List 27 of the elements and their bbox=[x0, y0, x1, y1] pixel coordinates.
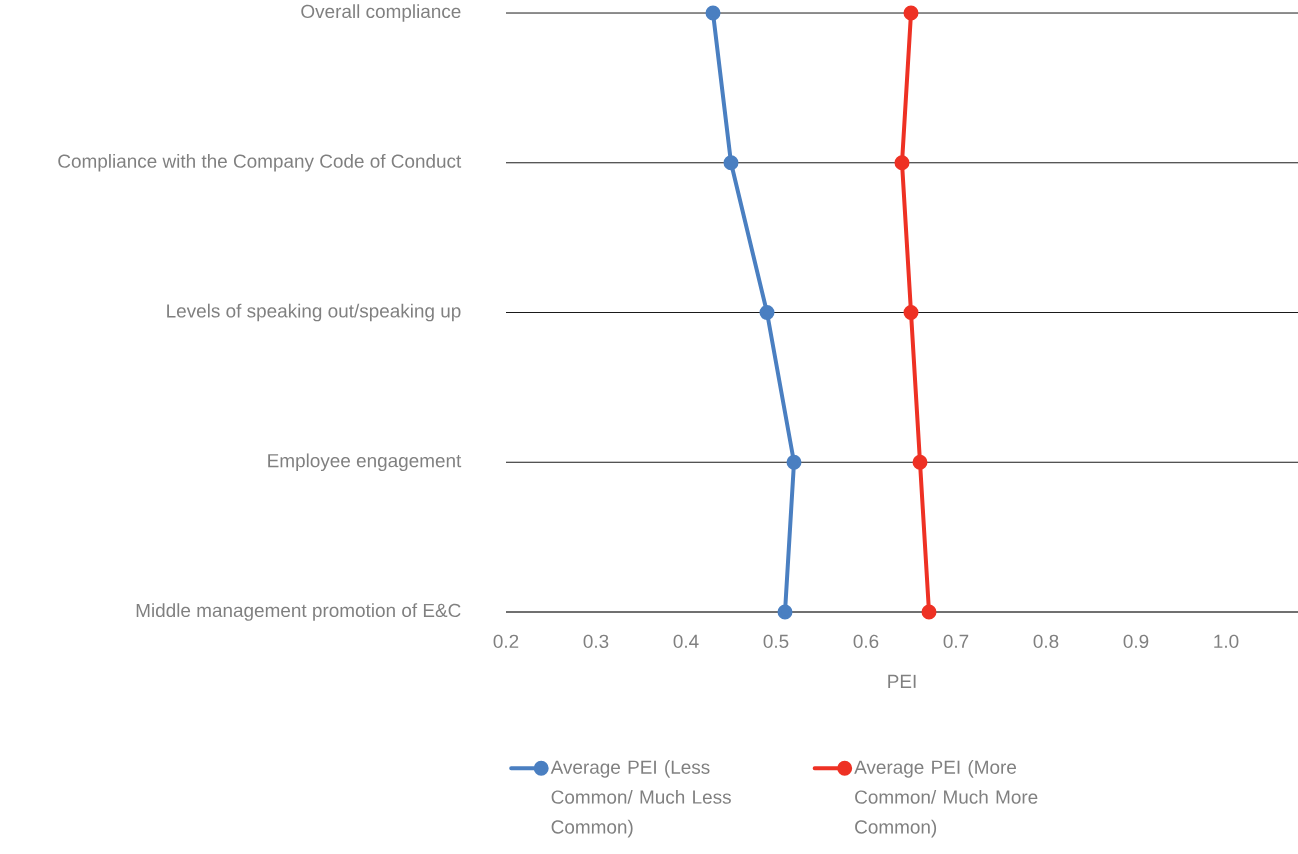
x-tick-label: 0.5 bbox=[763, 634, 789, 649]
x-tick-label: 0.4 bbox=[673, 634, 699, 649]
point bbox=[903, 305, 919, 321]
x-tick-label: 0.8 bbox=[1033, 634, 1059, 649]
x-tick-label: 0.9 bbox=[1123, 634, 1149, 649]
point bbox=[759, 305, 775, 321]
x-axis-title: PEI bbox=[888, 674, 916, 688]
x-tick-label: 0.7 bbox=[943, 634, 969, 649]
x-tick-label: 0.6 bbox=[853, 634, 879, 649]
x-tick-label: 1.0 bbox=[1214, 634, 1239, 649]
point bbox=[903, 5, 919, 21]
y-tick-label: Overall compliance bbox=[301, 4, 461, 22]
x-tick-label: 0.2 bbox=[493, 634, 519, 649]
legend-label: Average PEI (Less Common/ Much Less Common) bbox=[550, 760, 731, 838]
y-tick-label: Middle management promotion of E&C bbox=[136, 603, 461, 621]
point bbox=[912, 454, 928, 470]
point bbox=[786, 454, 802, 470]
point bbox=[723, 155, 739, 171]
x-tick-label: 0.3 bbox=[583, 634, 609, 649]
point bbox=[921, 604, 937, 620]
point bbox=[777, 604, 793, 620]
point bbox=[894, 155, 910, 171]
y-tick-label: Employee engagement bbox=[268, 453, 462, 472]
y-tick-label: Levels of speaking out/speaking up bbox=[167, 303, 461, 322]
point bbox=[705, 5, 721, 21]
legend-label: Average PEI (More Common/ Much More Common) bbox=[854, 760, 1038, 838]
y-tick-label: Compliance with the Company Code of Conduct bbox=[58, 153, 462, 172]
